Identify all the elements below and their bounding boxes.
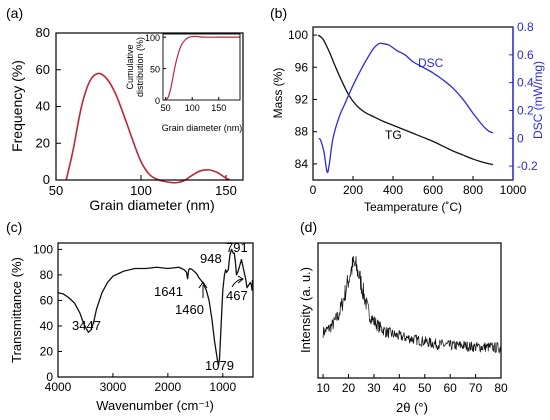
panel-a-inset-x-tick-label-2: 150: [211, 103, 226, 113]
panel-b-y-tick-label-4: 100: [288, 28, 308, 42]
panel-c-ftir-spectrum: [57, 248, 254, 367]
panel-c-arrow-1460: [198, 281, 208, 298]
panel-c: (c) 4000 3000 2000 1000 0 20 40 60 80 100 Wavenum…: [6, 219, 254, 413]
panel-b-marks: 0 200 400 600 800 1000 84 88 92 96 100 -0.2 0 0.2 0.4 0…: [288, 20, 538, 197]
panel-a-inset-y-tick-label-0: 0: [155, 96, 160, 106]
panel-b-y-axis-label: Mass (%): [271, 68, 285, 119]
panel-d-x-tick-label-1: 20: [342, 381, 356, 395]
panel-d-plot-frame: [317, 242, 502, 379]
panel-b-tg-curve: [317, 34, 494, 166]
panel-b-y-right-tick-label-4: 0.6: [517, 48, 534, 62]
panel-d-x-tick-label-6: 70: [469, 381, 483, 395]
panel-a-y-tick-label-2: 40: [36, 99, 50, 114]
panel-a-inset-y-axis-label-line-1: Cumulative: [125, 44, 135, 89]
panel-d-x-tick-label-4: 50: [418, 381, 432, 395]
panel-b-y-right-tick-label-1: 0: [517, 131, 524, 145]
panel-c-y-tick-label-2: 40: [40, 319, 54, 333]
panel-a-inset-y-axis-label-line-2: distribution (%): [135, 37, 145, 97]
panel-b-x-tick-label-5: 1000: [500, 183, 527, 197]
panel-a-y-tick-label-0: 0: [43, 172, 50, 187]
panel-d-marks: 10 20 30 40 50 60 70 80: [316, 256, 508, 395]
panel-b-annotation-tg: TG: [385, 128, 402, 142]
panel-b-y-tick-label-1: 88: [295, 125, 309, 139]
panel-c-annotation-791: 791: [226, 240, 248, 255]
panel-a-inset-x-tick-label-1: 100: [185, 103, 200, 113]
panel-c-annotation-1079: 1079: [205, 358, 234, 373]
panel-d-label: (d): [300, 219, 317, 235]
panel-c-annotation-3447: 3447: [72, 318, 101, 333]
panel-c-x-axis-label: Wavenumber (cm⁻¹): [96, 398, 214, 413]
panel-d-y-axis-label: Intensity (a. u.): [298, 267, 313, 353]
panel-d-x-tick-label-3: 40: [393, 381, 407, 395]
panel-d-xrd-pattern: [322, 256, 501, 354]
panel-b-y-tick-label-3: 96: [295, 60, 309, 74]
panel-d: (d) 10 20 30 40 50 60 70 80 2θ (°) Intensity (a…: [298, 219, 508, 415]
panel-c-marks: 4000 3000 2000 1000 0 20 40 60 80 100: [33, 242, 254, 394]
panel-d-x-tick-label-0: 10: [316, 381, 330, 395]
panel-a-inset-x-axis-label: Grain diameter (nm): [162, 123, 243, 133]
panel-b-y-right-tick-label-5: 0.8: [517, 20, 534, 34]
panel-b-x-axis-label: Teamperature (˚C): [364, 200, 462, 214]
panel-c-annotation-1641: 1641: [154, 284, 183, 299]
panel-c-annotation-467: 467: [226, 288, 248, 303]
panel-a-inset-frame: [162, 33, 241, 101]
panel-d-x-tick-label-5: 60: [443, 381, 457, 395]
panel-a-inset-y-tick-label-1: 50: [150, 65, 160, 75]
panel-c-y-tick-label-4: 80: [40, 268, 54, 282]
panel-c-plot-frame: [57, 242, 254, 378]
panel-b: (b) 0 200 400 600 800 1000 84 88 92 96 100 -0.2 0 0.2…: [270, 5, 545, 214]
panel-c-y-axis-label: Transmittance (%): [9, 257, 24, 363]
panel-a-frequency-curve: [65, 72, 230, 184]
panel-a-marks: 50 100 150 0 20 40 60 80: [36, 25, 237, 198]
panel-b-x-tick-label-4: 800: [463, 183, 483, 197]
panel-d-x-axis-label: 2θ (°): [396, 400, 428, 415]
panel-a-inset-cumulative-curve: [165, 35, 240, 101]
panel-a-x-tick-label-1: 100: [130, 183, 152, 198]
panel-c-arrow-467: [231, 275, 244, 288]
panel-c-annotation-1460: 1460: [175, 302, 204, 317]
panel-c-y-tick-label-1: 20: [40, 344, 54, 358]
panel-b-y-tick-label-0: 84: [295, 157, 309, 171]
panel-d-x-tick-label-7: 80: [494, 381, 508, 395]
panel-c-y-tick-label-3: 60: [40, 293, 54, 307]
panel-a-x-tick-label-2: 150: [215, 183, 237, 198]
panel-a-inset-x-tick-label-0: 50: [161, 103, 171, 113]
panel-c-x-tick-label-3: 1000: [209, 380, 236, 394]
panel-b-right-y-axis-label: DSC (mW/mg): [531, 61, 545, 139]
panel-a-y-axis-label: Frequency (%): [9, 60, 25, 152]
panel-b-label: (b): [270, 5, 287, 21]
panel-a-inset-y-tick-label-2: 100: [145, 33, 160, 43]
panel-b-y-tick-label-2: 92: [295, 92, 309, 106]
panel-c-label: (c): [6, 219, 22, 235]
panel-a: (a) 50 100 150 0 20 40 60 80 Grain diameter (nm…: [6, 5, 244, 213]
panel-b-plot-frame: [312, 26, 514, 181]
panel-a-y-tick-label-1: 20: [36, 135, 50, 150]
panel-b-x-tick-label-2: 400: [383, 183, 403, 197]
panel-a-y-tick-label-4: 80: [36, 25, 50, 40]
panel-b-x-tick-label-3: 600: [423, 183, 443, 197]
panel-b-y-right-tick-label-2: 0.2: [517, 103, 534, 117]
panel-c-x-tick-label-2: 2000: [155, 380, 182, 394]
panel-d-x-tick-label-2: 30: [367, 381, 381, 395]
panel-c-y-tick-label-5: 100: [33, 242, 53, 256]
panel-a-y-tick-label-3: 60: [36, 62, 50, 77]
panel-a-x-tick-label-0: 50: [49, 183, 63, 198]
panel-c-x-tick-label-0: 4000: [45, 380, 72, 394]
panel-a-plot-frame: [55, 32, 244, 181]
panel-b-y-right-tick-label-0: -0.2: [517, 159, 538, 173]
panel-b-x-tick-label-1: 200: [343, 183, 363, 197]
panel-b-dsc-curve: [318, 42, 494, 174]
panel-a-x-axis-label: Grain diameter (nm): [89, 197, 214, 213]
panel-c-x-tick-label-1: 3000: [100, 380, 127, 394]
panel-b-y-right-tick-label-3: 0.4: [517, 76, 534, 90]
panel-c-y-tick-label-0: 0: [46, 370, 53, 384]
panel-a-inset-background: [163, 34, 240, 100]
panel-a-label: (a): [6, 5, 23, 21]
panel-c-annotation-948: 948: [200, 251, 222, 266]
panel-b-x-tick-label-0: 0: [310, 183, 317, 197]
panel-b-annotation-dsc: DSC: [418, 56, 444, 70]
